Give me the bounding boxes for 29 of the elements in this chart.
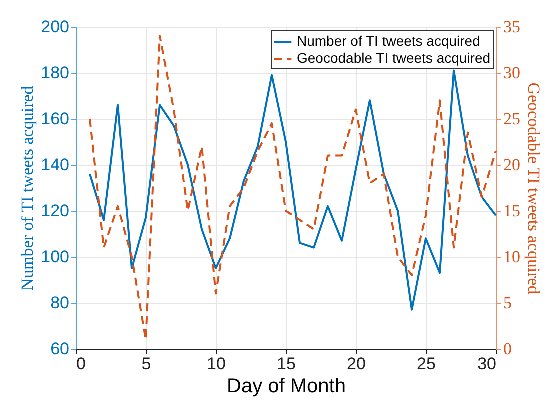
y-axis-title: Number of TI tweets acquired bbox=[18, 86, 38, 291]
x-tick-label: 10 bbox=[207, 354, 226, 374]
y-tick-label: 100 bbox=[41, 248, 70, 266]
legend-label: Geocodable TI tweets acquired bbox=[297, 50, 491, 66]
y-tick-label: 120 bbox=[41, 202, 70, 220]
y-tick-label: 140 bbox=[41, 156, 70, 174]
x-tick-label: 30 bbox=[478, 354, 496, 374]
x-tick-label: 25 bbox=[417, 354, 436, 374]
x-axis-title: Day of Month bbox=[227, 376, 346, 398]
y2-tick-label: 5 bbox=[504, 294, 512, 312]
y2-axis-title: Geocodable TI tweets acquired bbox=[524, 82, 544, 295]
y2-tick-label: 35 bbox=[504, 18, 520, 36]
y-tick-label: 60 bbox=[50, 340, 70, 358]
y-tick-label: 180 bbox=[41, 64, 70, 82]
y-tick-label: 200 bbox=[41, 18, 70, 36]
x-tick-label: 20 bbox=[347, 354, 366, 374]
legend-label: Number of TI tweets acquired bbox=[297, 33, 480, 49]
line-series bbox=[89, 70, 497, 311]
y2-tick-label: 25 bbox=[504, 110, 520, 128]
y2-tick-label: 30 bbox=[504, 64, 520, 82]
y2-tick-label: 15 bbox=[504, 202, 520, 220]
y-tick-label: 160 bbox=[41, 110, 70, 128]
x-tick-label: 5 bbox=[142, 354, 152, 374]
y-tick-label: 80 bbox=[50, 294, 70, 312]
y2-tick-label: 10 bbox=[504, 248, 520, 266]
x-tick-label: 15 bbox=[277, 354, 296, 374]
y2-tick-label: 0 bbox=[504, 340, 512, 358]
x-tick-label: 0 bbox=[76, 354, 86, 374]
y2-tick-label: 20 bbox=[504, 156, 520, 174]
